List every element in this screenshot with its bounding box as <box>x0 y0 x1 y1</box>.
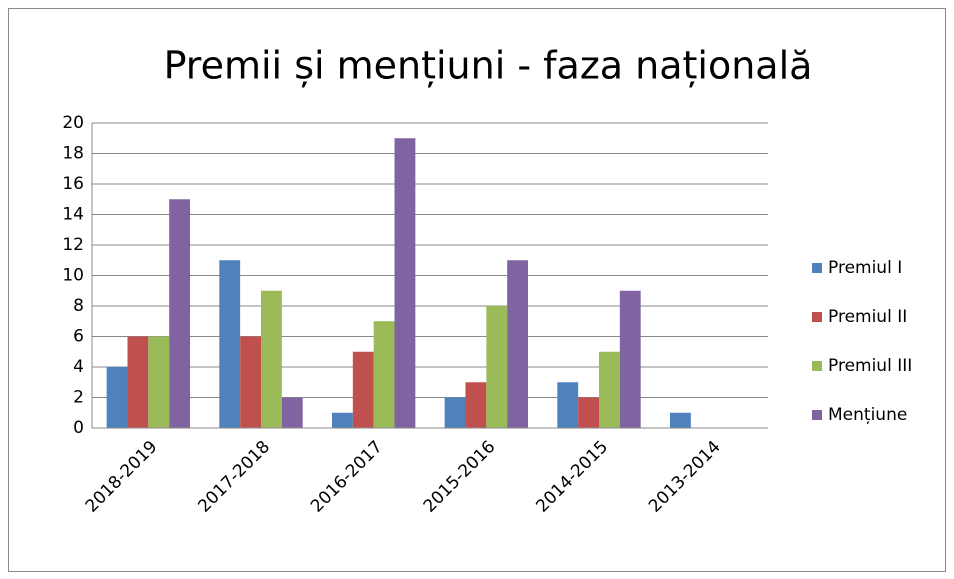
y-tick-label: 0 <box>73 418 84 438</box>
y-tick-label: 12 <box>62 235 84 255</box>
legend-swatch <box>812 263 822 273</box>
bar <box>352 351 374 428</box>
legend-label: Premiul III <box>828 356 912 376</box>
legend-label: Premiul II <box>828 307 907 327</box>
y-tick-label: 16 <box>62 174 84 194</box>
bar <box>465 382 487 428</box>
bar <box>394 138 416 428</box>
bar <box>507 260 529 428</box>
bar <box>578 397 599 428</box>
y-tick-label: 2 <box>73 388 84 408</box>
bar <box>106 367 128 428</box>
legend-swatch <box>812 361 822 371</box>
bar <box>148 336 170 428</box>
y-tick-label: 4 <box>73 357 84 377</box>
chart-title: Premii și mențiuni - faza națională <box>164 44 813 88</box>
bar <box>486 306 508 428</box>
legend-label: Mențiune <box>828 405 907 425</box>
bar <box>169 199 191 428</box>
bar <box>599 351 620 428</box>
bar <box>261 290 282 428</box>
legend-label: Premiul I <box>828 258 902 278</box>
y-tick-label: 10 <box>62 266 84 286</box>
y-tick-label: 8 <box>73 296 84 316</box>
bar <box>331 412 353 428</box>
y-tick-label: 14 <box>62 205 84 225</box>
y-tick-label: 20 <box>62 113 84 133</box>
bar <box>219 260 241 428</box>
legend-swatch <box>812 410 822 420</box>
bar <box>373 321 395 428</box>
bar <box>127 336 149 428</box>
chart-border <box>8 8 946 572</box>
y-tick-label: 18 <box>62 144 84 164</box>
bar <box>557 382 579 428</box>
bar <box>669 412 691 428</box>
bar <box>444 397 466 428</box>
legend-swatch <box>812 312 822 322</box>
bar <box>240 336 261 428</box>
bar <box>619 290 641 428</box>
bar <box>281 397 303 428</box>
y-tick-label: 6 <box>73 327 84 347</box>
